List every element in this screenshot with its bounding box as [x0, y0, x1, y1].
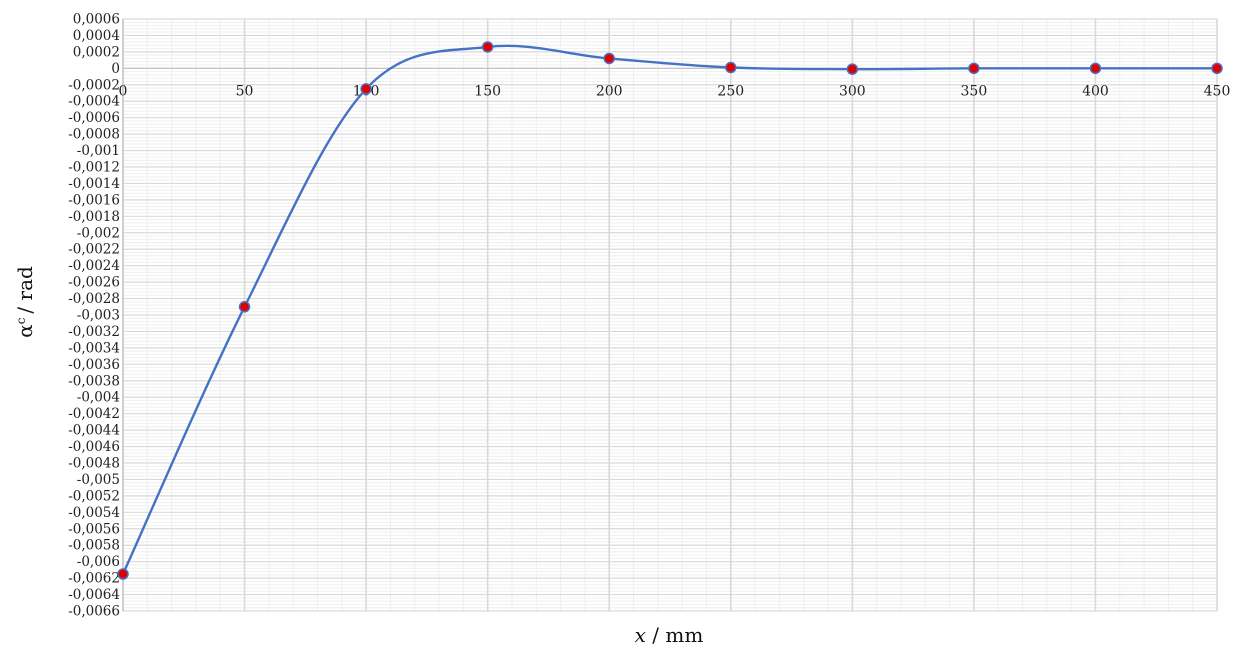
data-point — [968, 62, 980, 75]
y-tick-label: -0,0054 — [68, 505, 120, 521]
data-point — [603, 52, 615, 65]
y-tick-label: -0,001 — [77, 143, 120, 159]
y-tick-label: 0,0006 — [73, 12, 120, 28]
y-tick-label: -0,0002 — [68, 77, 120, 93]
y-tick-label: -0,0034 — [68, 340, 120, 356]
y-tick-label: -0,0046 — [68, 439, 120, 455]
data-point — [360, 83, 372, 95]
x-axis-title-unit: / mm — [646, 623, 703, 647]
y-tick-label: -0,0024 — [68, 258, 120, 274]
x-axis-title-var: x — [635, 623, 646, 647]
x-tick-label: 250 — [717, 83, 744, 99]
y-tick-label: -0,006 — [77, 554, 120, 570]
x-tick-label: 400 — [1082, 83, 1109, 99]
data-point — [481, 41, 494, 53]
data-point — [1089, 62, 1102, 75]
y-tick-label: -0,0044 — [68, 423, 120, 439]
series-line — [121, 44, 1217, 575]
y-tick-label: -0,0064 — [68, 587, 120, 603]
series-layer — [121, 44, 1217, 575]
y-tick-label: -0,005 — [77, 472, 120, 488]
data-point — [117, 568, 129, 580]
y-tick-label: -0,0022 — [68, 242, 120, 258]
x-tick-label: 200 — [596, 83, 623, 99]
y-axis-title: αc / rad — [13, 266, 37, 338]
y-tick-label: -0,0018 — [68, 209, 120, 225]
grid-layer — [122, 18, 1218, 612]
x-tick-label: 350 — [961, 83, 988, 99]
y-tick-label: 0,0004 — [73, 28, 120, 44]
x-tick-label: 50 — [236, 83, 254, 99]
y-tick-label: -0,0062 — [68, 571, 120, 587]
y-tick-label: -0,002 — [77, 225, 120, 241]
y-tick-label: -0,0006 — [68, 110, 120, 126]
x-tick-label: 150 — [474, 83, 501, 99]
y-tick-label: -0,0014 — [68, 176, 120, 192]
y-axis-title-symbol: α — [13, 324, 37, 338]
y-tick-labels: 0,00060,00040,00020-0,0002-0,0004-0,0006… — [68, 12, 120, 620]
y-tick-label: -0,0038 — [68, 373, 120, 389]
data-point — [725, 61, 737, 74]
y-tick-label: -0,0048 — [68, 456, 120, 472]
y-tick-label: -0,003 — [77, 308, 120, 324]
x-tick-label: 300 — [839, 83, 866, 99]
y-tick-label: -0,004 — [77, 390, 120, 406]
y-tick-label: -0,0016 — [68, 192, 120, 208]
x-tick-labels: 050100150200250300350400450 — [119, 83, 1231, 99]
x-tick-label: 450 — [1204, 83, 1231, 99]
y-tick-label: -0,0032 — [68, 324, 120, 340]
x-tick-label: 0 — [119, 83, 128, 99]
y-tick-label: -0,0042 — [68, 406, 120, 422]
y-tick-label: -0,0008 — [68, 127, 120, 143]
y-tick-label: -0,0058 — [68, 538, 120, 554]
y-tick-label: 0,0002 — [73, 44, 120, 60]
y-tick-label: -0,0052 — [68, 488, 120, 504]
y-axis-title-unit: / rad — [13, 266, 37, 314]
y-tick-label: -0,0028 — [68, 291, 120, 307]
y-tick-label: -0,0066 — [68, 604, 120, 620]
y-tick-label: -0,0012 — [68, 160, 120, 176]
marker-layer — [117, 41, 1223, 580]
y-tick-label: -0,0026 — [68, 275, 120, 291]
y-tick-label: -0,0036 — [68, 357, 120, 373]
data-point — [846, 63, 859, 75]
y-tick-label: -0,0004 — [68, 94, 120, 110]
data-point — [238, 301, 251, 313]
y-tick-label: 0 — [111, 61, 120, 77]
y-tick-label: -0,0056 — [68, 521, 120, 537]
x-axis-title: x / mm — [635, 623, 704, 647]
y-axis-title-superscript: c — [14, 317, 28, 324]
data-point — [1211, 62, 1223, 75]
